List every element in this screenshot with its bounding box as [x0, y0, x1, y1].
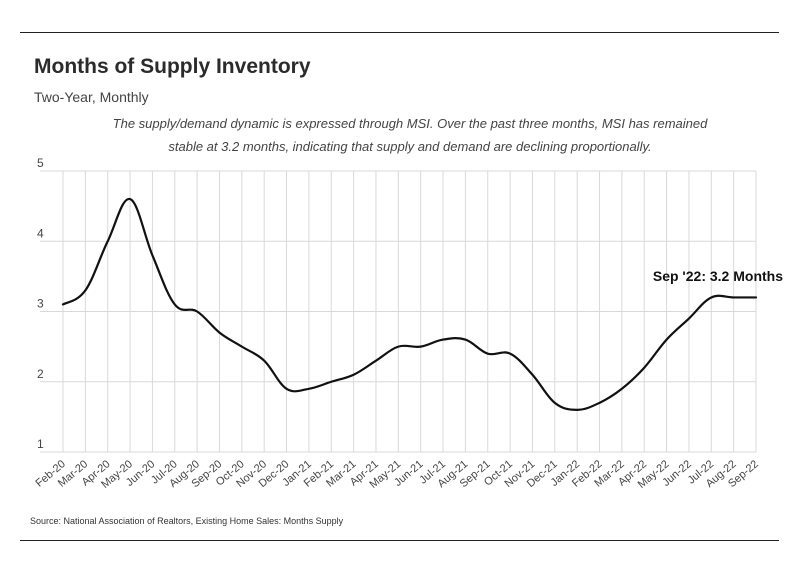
x-axis: Feb-20Mar-20Apr-20May-20Jun-20Jul-20Aug-…: [34, 458, 761, 491]
latest-value-annotation: Sep '22: 3.2 Months: [653, 268, 783, 284]
bottom-rule: [20, 540, 779, 541]
top-rule: [20, 32, 779, 33]
note-line-2: stable at 3.2 months, indicating that su…: [168, 139, 652, 154]
grid: [40, 170, 757, 453]
msi-series-line: [61, 198, 758, 411]
note-line-1: The supply/demand dynamic is expressed t…: [112, 116, 708, 131]
y-tick-label: 2: [37, 367, 44, 381]
y-tick-label: 1: [37, 437, 44, 451]
chart-title: Months of Supply Inventory: [34, 55, 311, 78]
y-tick-label: 5: [37, 156, 44, 170]
y-axis: 1 2 3 4 5: [37, 156, 44, 451]
chart-subtitle: Two-Year, Monthly: [34, 89, 149, 105]
y-tick-label: 4: [37, 226, 44, 240]
y-tick-label: 3: [37, 297, 44, 311]
chart-note: The supply/demand dynamic is expressed t…: [60, 112, 760, 158]
source-note: Source: National Association of Realtors…: [30, 516, 344, 526]
